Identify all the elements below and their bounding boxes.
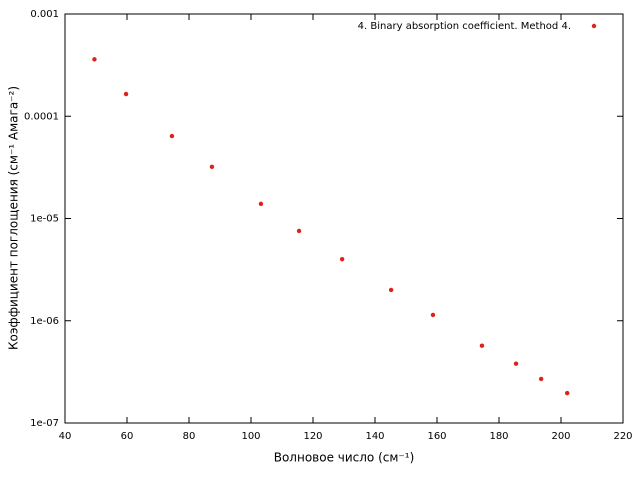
- point: [169, 133, 175, 139]
- x-tick-label: 120: [303, 431, 322, 442]
- y-axis-label: Коэффициент поглощения (см⁻¹ Амага⁻²): [7, 86, 21, 350]
- point: [388, 287, 394, 293]
- x-tick-label: 200: [551, 431, 570, 442]
- y-tick-label: 1e-06: [30, 316, 59, 327]
- legend-marker: [591, 23, 597, 29]
- point: [538, 376, 544, 382]
- x-tick-label: 140: [365, 431, 384, 442]
- point: [479, 343, 485, 348]
- point: [296, 228, 302, 234]
- x-axis-label: Волновое число (см⁻¹): [274, 451, 415, 465]
- y-tick-label: 0.001: [30, 9, 59, 20]
- x-tick-label: 180: [489, 431, 508, 442]
- legend-label: 4. Binary absorption coefficient. Method…: [358, 21, 571, 32]
- point: [123, 91, 129, 97]
- x-tick-label: 220: [613, 431, 632, 442]
- x-tick-label: 160: [427, 431, 446, 442]
- point: [258, 201, 264, 207]
- x-tick-label: 60: [121, 431, 134, 442]
- point: [513, 361, 519, 366]
- y-tick-label: 0.0001: [24, 111, 59, 122]
- x-tick-label: 40: [59, 431, 72, 442]
- x-tick-label: 100: [241, 431, 260, 442]
- x-tick-label: 80: [183, 431, 196, 442]
- plot-frame: [64, 13, 624, 424]
- point: [565, 390, 570, 396]
- point: [430, 312, 436, 318]
- point: [339, 256, 345, 262]
- y-tick-label: 1e-07: [30, 418, 59, 429]
- y-tick-label: 1e-05: [30, 214, 59, 225]
- point: [209, 164, 215, 170]
- point: [92, 57, 97, 62]
